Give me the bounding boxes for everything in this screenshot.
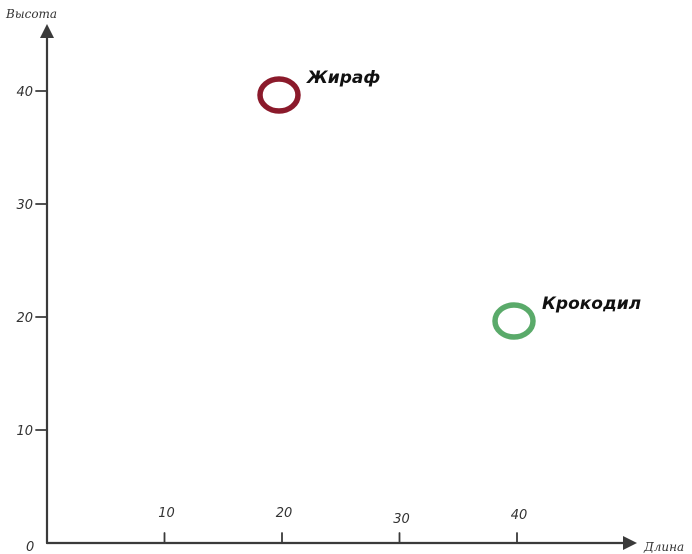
x-axis-arrow — [623, 536, 637, 550]
ticks-group: 10 20 30 40 10 20 30 40 — [16, 85, 528, 544]
point-label: Крокодил — [542, 294, 641, 314]
y-tick-label: 10 — [16, 424, 33, 439]
x-tick-label: 10 — [158, 506, 175, 521]
points-group: Жираф Крокодил — [257, 68, 641, 340]
y-tick-label: 30 — [16, 198, 33, 213]
y-tick-label: 40 — [16, 85, 33, 100]
point-marker-texture — [259, 77, 301, 113]
origin-label: 0 — [26, 540, 34, 554]
point-label: Жираф — [306, 68, 380, 88]
point-marker-texture — [494, 303, 536, 339]
scatter-point: Жираф — [257, 68, 380, 114]
x-tick-label: 30 — [393, 512, 410, 527]
scatter-point: Крокодил — [492, 294, 641, 340]
y-axis-arrow — [40, 24, 54, 38]
x-axis-label: Длина — [643, 540, 684, 554]
y-axis-label: Высота — [5, 7, 57, 21]
x-tick-label: 20 — [276, 506, 293, 521]
y-tick-label: 20 — [16, 311, 33, 326]
x-tick-label: 40 — [511, 508, 528, 523]
